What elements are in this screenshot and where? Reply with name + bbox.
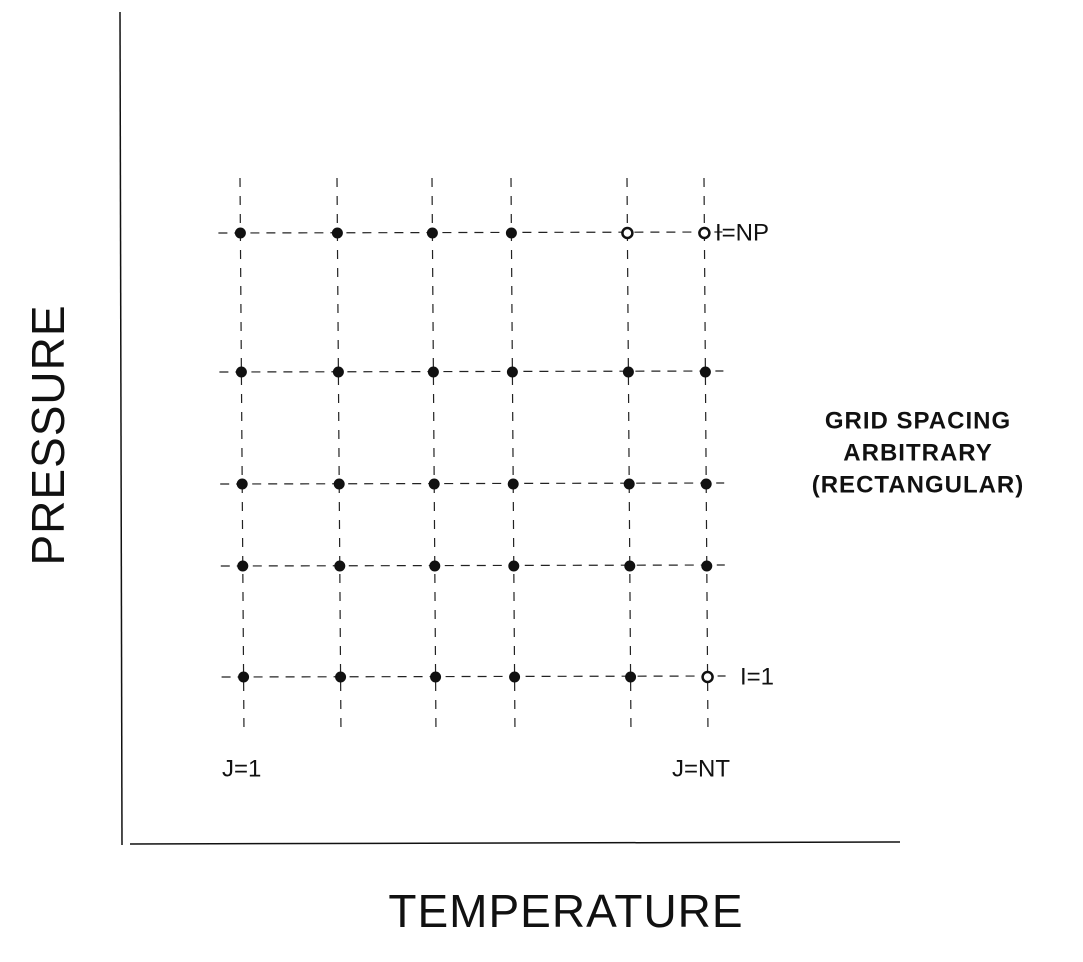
grid-node [623, 478, 635, 490]
grid-node [428, 478, 440, 490]
grid-node [698, 226, 711, 240]
grid-node [427, 366, 439, 378]
grid-node [506, 366, 518, 378]
y-axis-title: PRESSURE [22, 304, 74, 565]
grid-node [333, 478, 345, 490]
col-right-label: J=NT [672, 755, 730, 782]
grid-node [429, 560, 441, 572]
grid [218, 177, 726, 736]
grid-node [238, 671, 250, 683]
grid-node [700, 478, 712, 490]
grid-row-line [219, 370, 724, 373]
grid-node [335, 671, 347, 683]
grid-node [237, 560, 249, 572]
grid-node [331, 227, 343, 239]
grid-row-line [220, 564, 725, 567]
grid-row-line [221, 675, 726, 678]
note-line: GRID SPACING [825, 407, 1011, 434]
grid-row-line [220, 482, 725, 485]
grid-column-line [626, 177, 632, 736]
grid-node [334, 560, 346, 572]
x-axis-title: TEMPERATURE [388, 885, 743, 937]
x-axis-line [129, 841, 901, 845]
grid-node [235, 366, 247, 378]
col-left-label: J=1 [222, 755, 261, 782]
grid-column-line [703, 177, 709, 736]
grid-column-line [510, 177, 516, 736]
grid-node [625, 671, 637, 683]
grid-column-line [239, 177, 245, 736]
grid-node [622, 366, 634, 378]
grid-node [507, 478, 519, 490]
y-axis-line [119, 11, 123, 846]
row-bottom-label: I=1 [740, 663, 774, 690]
grid-node [508, 560, 520, 572]
grid-row-line [218, 231, 723, 234]
grid-node [234, 227, 246, 239]
grid-node [509, 671, 521, 683]
grid-node [430, 671, 442, 683]
grid-node [236, 478, 248, 490]
grid-column-line [431, 177, 437, 736]
grid-node [332, 366, 344, 378]
grid-column-line [336, 177, 342, 736]
grid-node [701, 670, 714, 684]
row-top-label: I=NP [715, 219, 769, 246]
grid-node [621, 226, 634, 240]
grid-node [624, 560, 636, 572]
note-line: (RECTANGULAR) [812, 471, 1025, 498]
grid-node [699, 366, 711, 378]
grid-node [505, 227, 517, 239]
grid-node [426, 227, 438, 239]
note-line: ARBITRARY [843, 439, 992, 466]
grid-node [701, 560, 713, 572]
